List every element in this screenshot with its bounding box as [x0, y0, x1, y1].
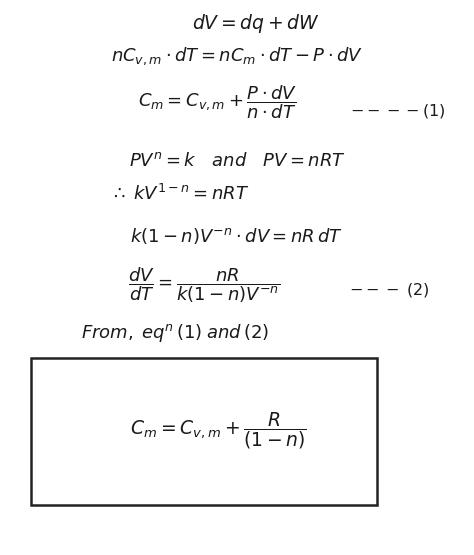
Text: $dV = dq + dW$: $dV = dq + dW$ [192, 12, 320, 35]
Text: $PV^n = k$   $and$   $PV = nRT$: $PV^n = k$ $and$ $PV = nRT$ [128, 152, 346, 170]
Text: $----(1)$: $----(1)$ [350, 102, 446, 120]
Text: $\therefore\; kV^{1-n} = nRT$: $\therefore\; kV^{1-n} = nRT$ [110, 184, 250, 204]
Text: $k(1-n)V^{-n}\cdot dV = nR\,dT$: $k(1-n)V^{-n}\cdot dV = nR\,dT$ [130, 226, 344, 246]
Text: $---\;(2)$: $---\;(2)$ [348, 281, 429, 299]
Text: $From,\;eq^n\,(1)\;and\,(2)$: $From,\;eq^n\,(1)\;and\,(2)$ [81, 322, 270, 344]
Text: $nC_{v,m}\cdot dT = nC_m\cdot dT - P\cdot dV$: $nC_{v,m}\cdot dT = nC_m\cdot dT - P\cdo… [111, 46, 363, 67]
Text: $\dfrac{dV}{dT} = \dfrac{nR}{k(1-n)V^{-n}}$: $\dfrac{dV}{dT} = \dfrac{nR}{k(1-n)V^{-n… [128, 265, 280, 305]
Text: $C_m = C_{v,m} + \dfrac{R}{(1-n)}$: $C_m = C_{v,m} + \dfrac{R}{(1-n)}$ [129, 410, 307, 451]
Text: $C_m = C_{v,m} + \dfrac{P\cdot dV}{n\cdot dT}$: $C_m = C_{v,m} + \dfrac{P\cdot dV}{n\cdo… [138, 84, 298, 122]
FancyBboxPatch shape [31, 358, 377, 505]
